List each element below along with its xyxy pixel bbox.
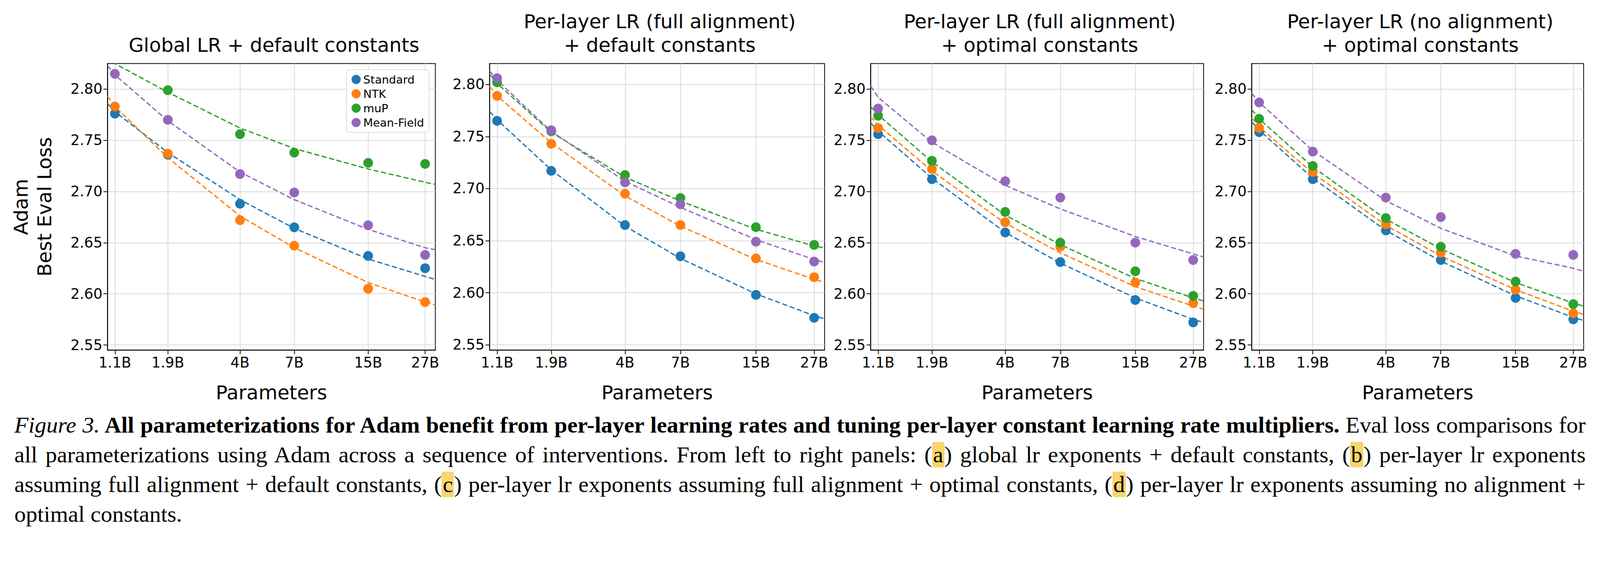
- svg-text:1.9B: 1.9B: [915, 353, 949, 371]
- svg-text:2.60: 2.60: [70, 285, 103, 303]
- svg-text:Per-layer LR (full alignment): Per-layer LR (full alignment): [523, 10, 796, 33]
- svg-text:2.55: 2.55: [452, 335, 485, 353]
- svg-text:muP: muP: [363, 101, 389, 115]
- svg-text:Best Eval Loss: Best Eval Loss: [33, 137, 56, 277]
- svg-text:1.1B: 1.1B: [480, 353, 514, 371]
- svg-text:2.60: 2.60: [1214, 285, 1247, 303]
- svg-text:2.65: 2.65: [833, 234, 866, 251]
- svg-text:2.70: 2.70: [70, 182, 103, 200]
- svg-text:2.75: 2.75: [1214, 131, 1247, 149]
- svg-text:1.9B: 1.9B: [534, 353, 568, 371]
- svg-text:1.9B: 1.9B: [1296, 353, 1330, 371]
- svg-text:Global LR + default constants: Global LR + default constants: [128, 33, 420, 57]
- svg-text:Adam: Adam: [9, 178, 33, 236]
- svg-text:2.70: 2.70: [833, 182, 866, 200]
- svg-text:1.1B: 1.1B: [98, 353, 132, 371]
- svg-text:Per-layer LR (full alignment): Per-layer LR (full alignment): [903, 10, 1176, 33]
- svg-text:2.60: 2.60: [452, 284, 485, 302]
- svg-text:2.75: 2.75: [452, 128, 485, 145]
- svg-text:2.70: 2.70: [1214, 182, 1247, 200]
- svg-text:Standard: Standard: [363, 73, 415, 87]
- svg-text:Per-layer LR (no alignment): Per-layer LR (no alignment): [1287, 10, 1554, 33]
- svg-text:Mean-Field: Mean-Field: [363, 116, 425, 130]
- svg-text:27B: 27B: [800, 353, 829, 371]
- svg-text:4B: 4B: [230, 353, 250, 371]
- svg-text:Parameters: Parameters: [601, 381, 713, 404]
- svg-text:+ optimal constants: + optimal constants: [1321, 33, 1520, 57]
- svg-text:2.80: 2.80: [833, 80, 866, 98]
- svg-text:7B: 7B: [670, 353, 690, 371]
- svg-text:+ optimal constants: + optimal constants: [941, 33, 1139, 57]
- svg-text:2.60: 2.60: [833, 285, 866, 303]
- svg-text:Parameters: Parameters: [215, 381, 328, 404]
- html-text:Figure 3. All parameterization: Figure 3. All parameterizations for Adam…: [14, 411, 1586, 527]
- svg-text:2.55: 2.55: [833, 336, 866, 354]
- svg-text:27B: 27B: [1559, 353, 1588, 371]
- svg-text:2.70: 2.70: [452, 179, 485, 197]
- svg-text:NTK: NTK: [363, 87, 387, 101]
- svg-text:27B: 27B: [1179, 353, 1208, 371]
- svg-text:2.75: 2.75: [833, 131, 866, 149]
- svg-text:15B: 15B: [353, 353, 383, 371]
- svg-text:4B: 4B: [995, 353, 1015, 371]
- svg-text:15B: 15B: [742, 353, 771, 371]
- svg-text:1.9B: 1.9B: [151, 353, 185, 371]
- svg-text:1.1B: 1.1B: [1243, 353, 1276, 371]
- svg-text:7B: 7B: [1431, 353, 1451, 371]
- svg-text:2.75: 2.75: [70, 131, 103, 149]
- svg-text:+ default constants: + default constants: [563, 33, 756, 57]
- svg-text:Parameters: Parameters: [1361, 381, 1474, 404]
- svg-text:7B: 7B: [1050, 353, 1070, 371]
- svg-text:15B: 15B: [1121, 353, 1150, 371]
- svg-text:4B: 4B: [1376, 353, 1396, 371]
- svg-text:2.55: 2.55: [70, 336, 103, 354]
- svg-text:27B: 27B: [411, 353, 440, 371]
- svg-text:2.80: 2.80: [1214, 80, 1247, 98]
- svg-text:2.65: 2.65: [70, 234, 103, 251]
- svg-text:15B: 15B: [1501, 353, 1530, 371]
- svg-text:2.80: 2.80: [452, 75, 485, 93]
- svg-text:4B: 4B: [615, 353, 635, 371]
- svg-text:2.55: 2.55: [1214, 336, 1247, 354]
- svg-text:7B: 7B: [284, 353, 304, 371]
- svg-text:2.65: 2.65: [452, 232, 485, 249]
- svg-text:2.80: 2.80: [70, 80, 103, 98]
- svg-text:2.65: 2.65: [1214, 234, 1247, 251]
- svg-text:Parameters: Parameters: [981, 381, 1093, 404]
- svg-text:1.1B: 1.1B: [861, 353, 895, 371]
